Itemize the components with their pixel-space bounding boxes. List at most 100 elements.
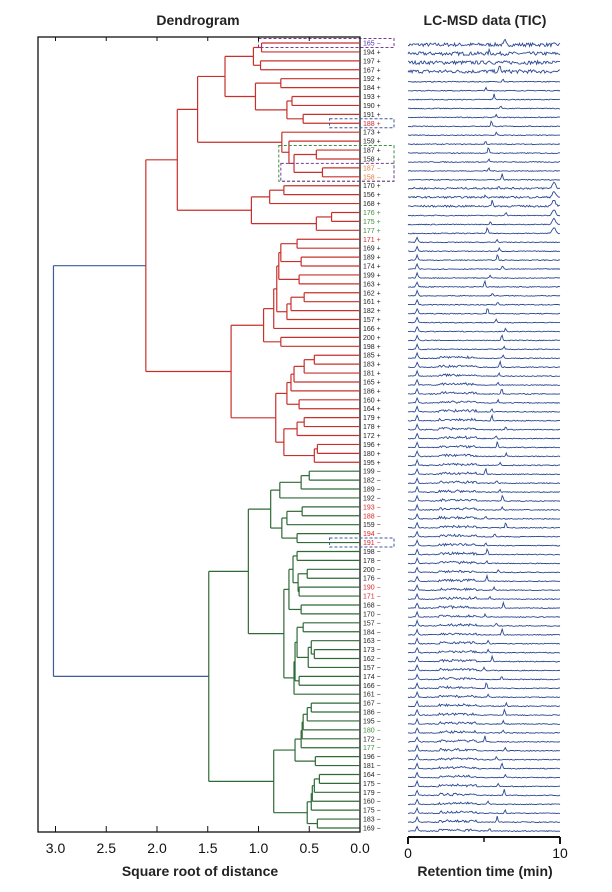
leaf-label: 177 + [363, 228, 381, 235]
dendrogram-tick-label: 2.0 [147, 840, 167, 856]
tic-trace [407, 359, 561, 369]
leaf-label: 169 + [363, 246, 381, 253]
leaf-label: 166 + [363, 326, 381, 333]
leaf-label: 157 − [363, 620, 381, 627]
tic-trace [407, 93, 561, 101]
tic-trace [407, 825, 561, 833]
tic-trace [407, 217, 561, 226]
tic-trace [407, 583, 561, 592]
tic-trace [407, 547, 561, 556]
leaf-label: 157 + [363, 317, 381, 324]
leaf-label: 184 − [363, 629, 381, 636]
leaf-label: 171 − [363, 594, 381, 601]
leaf-label: 161 − [363, 692, 381, 699]
leaf-label: 191 − [363, 540, 381, 547]
tic-trace [408, 735, 561, 743]
tic-trace [407, 441, 561, 449]
leaf-label: 176 − [363, 576, 381, 583]
leaf-label: 170 + [363, 183, 381, 190]
tic-trace [407, 343, 561, 351]
tic-trace [407, 727, 561, 734]
tic-trace [408, 245, 561, 253]
leaf-label: 185 + [363, 353, 381, 360]
tic-trace [407, 477, 561, 485]
tic-trace [408, 199, 560, 208]
leaf-label: 193 + [363, 94, 381, 101]
leaf-label: 188 − [363, 513, 381, 520]
tic-trace [407, 262, 561, 271]
tic-trace [407, 236, 561, 244]
leaf-label: 175 − [363, 808, 381, 815]
leaf-label: 174 + [363, 264, 381, 271]
tic-trace [407, 158, 561, 163]
tic-trace [407, 458, 560, 467]
tic-trace [407, 396, 561, 404]
leaf-label: 167 − [363, 701, 381, 708]
leaf-label: 159 + [363, 139, 381, 146]
leaf-label: 172 + [363, 433, 381, 440]
tic-trace [407, 271, 561, 279]
tic-trace [407, 59, 561, 66]
tic-trace [407, 147, 561, 155]
highlight-box [280, 162, 395, 182]
tic-trace [407, 521, 561, 529]
tic-x-label: Retention time (min) [417, 863, 552, 879]
tic-trace [407, 690, 561, 699]
leaf-label: 200 − [363, 567, 381, 574]
tic-trace [407, 762, 561, 770]
tic-trace [407, 405, 561, 413]
tic-trace [407, 334, 561, 342]
leaf-label: 187 + [363, 148, 381, 155]
leaf-label: 174 − [363, 674, 381, 681]
leaf-label: 197 + [363, 58, 381, 65]
tic-trace [407, 378, 561, 387]
leaf-label: 157 − [363, 665, 381, 672]
tic-trace [407, 619, 561, 628]
highlight-boxes [258, 38, 395, 548]
tic-trace [407, 191, 561, 199]
highlight-box [258, 38, 395, 48]
tic-trace [408, 253, 561, 262]
leaf-label: 198 + [363, 344, 381, 351]
leaf-label: 179 + [363, 415, 381, 422]
leaf-label: 166 − [363, 683, 381, 690]
tic-trace [407, 387, 561, 395]
leaf-label: 162 − [363, 656, 381, 663]
leaf-label: 180 + [363, 451, 381, 458]
tic-trace [407, 646, 560, 654]
leaf-label: 160 + [363, 397, 381, 404]
highlight-box [329, 118, 395, 129]
tic-trace [407, 798, 561, 806]
leaf-label: 171 + [363, 237, 381, 244]
tic-trace [407, 815, 561, 824]
leaf-label: 167 + [363, 67, 381, 74]
leaf-label: 169 − [363, 826, 381, 833]
dendrogram-tick-label: 1.5 [198, 840, 218, 856]
tic-trace [407, 38, 561, 48]
leaf-label: 186 + [363, 388, 381, 395]
tic-trace [408, 637, 561, 645]
leaf-label: 195 + [363, 460, 381, 467]
leaf-label: 176 + [363, 210, 381, 217]
leaf-label: 177 − [363, 745, 381, 752]
leaf-label: 188 + [363, 121, 381, 128]
tic-trace [407, 664, 561, 672]
leaf-label: 191 + [363, 112, 381, 119]
leaf-label: 193 − [363, 504, 381, 511]
tic-trace [407, 600, 561, 610]
leaf-label: 200 + [363, 335, 381, 342]
leaf-label: 199 − [363, 469, 381, 476]
leaf-label: 196 + [363, 442, 381, 449]
tic-trace [407, 181, 561, 190]
dendrogram-tree [52, 42, 360, 829]
tic-trace [408, 681, 561, 690]
leaf-label: 173 − [363, 647, 381, 654]
leaf-label: 178 − [363, 558, 381, 565]
tic-tick-label: 10 [552, 845, 568, 861]
tic-trace [408, 789, 561, 797]
tic-trace [407, 753, 561, 761]
leaf-label: 163 − [363, 638, 381, 645]
leaf-label: 158 + [363, 156, 381, 163]
leaf-label: 189 − [363, 487, 381, 494]
tic-traces [407, 38, 561, 833]
